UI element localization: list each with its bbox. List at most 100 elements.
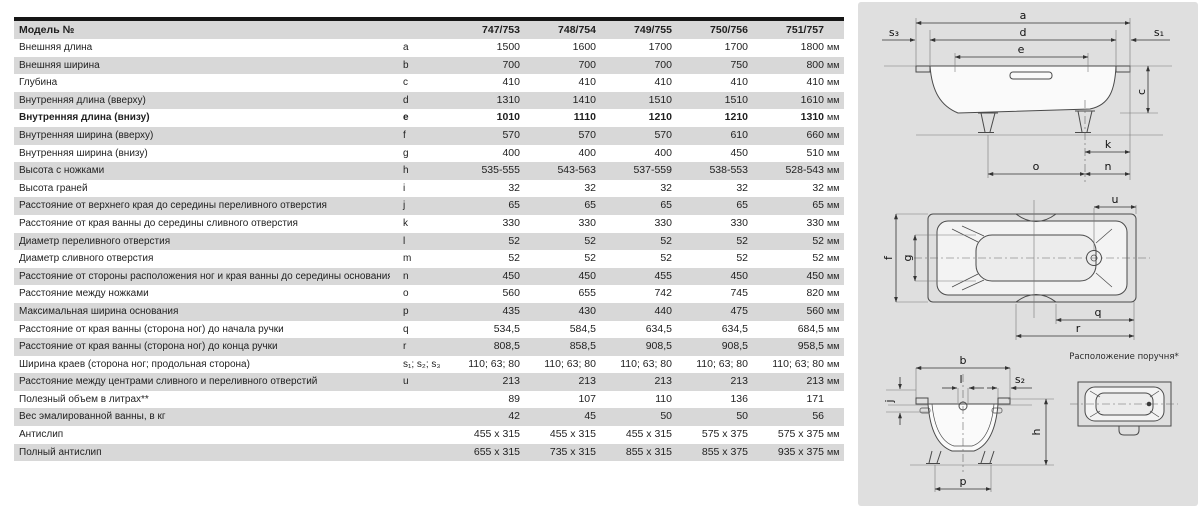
row-label: Расстояние от стороны расположения ног и… (19, 270, 390, 282)
row-unit: мм (827, 376, 840, 387)
row-value: 32 (584, 181, 596, 194)
drain-dot (1146, 401, 1152, 407)
row-value: 450 (730, 146, 748, 159)
table-row: Глубина c 410 410 410 410 410 мм (14, 74, 844, 92)
row-value: 450 (502, 269, 520, 282)
handle-caption: Расположение поручня* (1069, 352, 1178, 362)
row-value: 50 (736, 410, 748, 423)
row-value: 575 x 375 (701, 428, 748, 441)
row-value: 410 (730, 76, 748, 89)
row-value: 808,5 (493, 340, 520, 353)
dim-label-s2: s₂ (1015, 373, 1025, 386)
row-value: 52 (584, 252, 596, 265)
dim-label-j: j (883, 399, 896, 403)
row-value: 1310 (800, 111, 824, 124)
dim-label-c: c (1135, 89, 1148, 95)
row-value: 610 (730, 128, 748, 141)
row-value: 958,5 (797, 340, 824, 353)
row-letter: a (403, 42, 409, 53)
dim-label-u: u (1112, 193, 1119, 206)
row-unit: мм (827, 77, 840, 88)
row-unit: мм (827, 358, 840, 369)
row-label: Внешняя длина (19, 42, 93, 53)
row-value: 1210 (724, 111, 748, 124)
row-unit: мм (827, 305, 840, 316)
dim-label-b: b (960, 354, 967, 367)
row-value: 570 (578, 128, 596, 141)
row-value: 110 (655, 392, 672, 405)
row-value: 450 (730, 269, 748, 282)
row-unit: мм (827, 288, 840, 299)
row-value: 450 (806, 269, 824, 282)
dim-label-d: d (1020, 26, 1027, 39)
row-value: 537-559 (633, 164, 672, 177)
row-letter: o (403, 288, 409, 300)
row-value: 32 (660, 181, 672, 194)
row-value: 455 x 315 (473, 428, 520, 441)
row-label: Антислип (19, 429, 64, 441)
row-value: 52 (660, 234, 672, 247)
dim-label-q: q (1095, 306, 1102, 319)
table-row: Внешняя ширина b 700 700 700 750 800 мм (14, 56, 844, 75)
row-unit: мм (827, 429, 840, 440)
table-row: Расстояние от верхнего края до середины … (14, 197, 844, 215)
row-value: 42 (508, 410, 520, 423)
row-value: 65 (660, 199, 672, 212)
technical-diagrams: a d s₃ s₁ e c k o n (882, 9, 1179, 492)
row-value: 65 (812, 199, 824, 212)
row-unit: мм (827, 270, 840, 281)
row-value: 1800 (800, 41, 824, 53)
dim-label-f: f (882, 255, 895, 260)
row-value: 330 (730, 216, 748, 229)
row-label: Внутренняя длина (внизу) (19, 112, 150, 124)
table-row: Расстояние от стороны расположения ног и… (14, 267, 844, 286)
table-row: Высота с ножками h 535-555 543-563 537-559 53… (14, 162, 844, 180)
row-value: 742 (654, 287, 672, 300)
row-value: 65 (508, 199, 520, 212)
dim-label-k: k (1105, 138, 1112, 151)
table-top-border (14, 17, 844, 21)
handle-tab (1118, 426, 1140, 436)
table-row: Полный антислип 655 x 315 735 x 315 855 x 3… (14, 443, 844, 462)
section-view-drawing: b l s₂ j (883, 354, 1054, 492)
dim-label-p: p (960, 475, 967, 488)
row-value: 1110 (573, 111, 596, 124)
row-value: 535-555 (481, 164, 520, 177)
table-row: Полезный объем в литрах** 89 107 110 136 171 (14, 390, 844, 409)
model-number: 747/753 (482, 23, 520, 36)
table-row: Ширина краев (сторона ног; продольная ст… (14, 355, 844, 374)
row-unit: мм (827, 200, 840, 211)
row-value: 52 (812, 252, 824, 265)
row-value: 110; 63; 80 (772, 357, 824, 370)
row-value: 410 (578, 76, 596, 89)
row-value: 410 (654, 76, 672, 89)
row-value: 584,5 (569, 322, 596, 335)
row-unit: мм (827, 182, 840, 193)
row-label: Ширина краев (сторона ног; продольная ст… (19, 358, 250, 370)
row-value: 634,5 (645, 322, 672, 335)
row-value: 660 (806, 128, 824, 141)
row-unit: мм (827, 446, 840, 457)
row-label: Внутренняя ширина (вверху) (19, 129, 154, 141)
row-unit: мм (827, 165, 840, 176)
row-unit: мм (827, 112, 840, 123)
row-unit: мм (827, 59, 840, 70)
row-value: 455 x 315 (549, 428, 596, 441)
row-value: 750 (730, 58, 748, 71)
row-label: Расстояние от края ванны до середины сли… (19, 217, 298, 229)
row-value: 855 x 375 (701, 445, 748, 458)
row-value: 50 (660, 410, 672, 423)
row-label: Глубина (19, 77, 58, 89)
row-unit: мм (827, 217, 840, 228)
row-value: 65 (736, 199, 748, 212)
side-view-drawing: a d s₃ s₁ e c k o n (882, 9, 1172, 182)
row-letter: m (403, 253, 412, 265)
row-value: 52 (736, 252, 748, 265)
row-value: 735 x 315 (549, 445, 596, 458)
table-row: Расстояние между ножками o 560 655 742 745 820… (14, 285, 844, 303)
row-value: 745 (730, 287, 748, 300)
row-value: 908,5 (721, 340, 748, 353)
row-value: 858,5 (569, 340, 596, 353)
table-row: Расстояние от края ванны до середины сли… (14, 214, 844, 233)
row-value: 136 (730, 392, 748, 405)
